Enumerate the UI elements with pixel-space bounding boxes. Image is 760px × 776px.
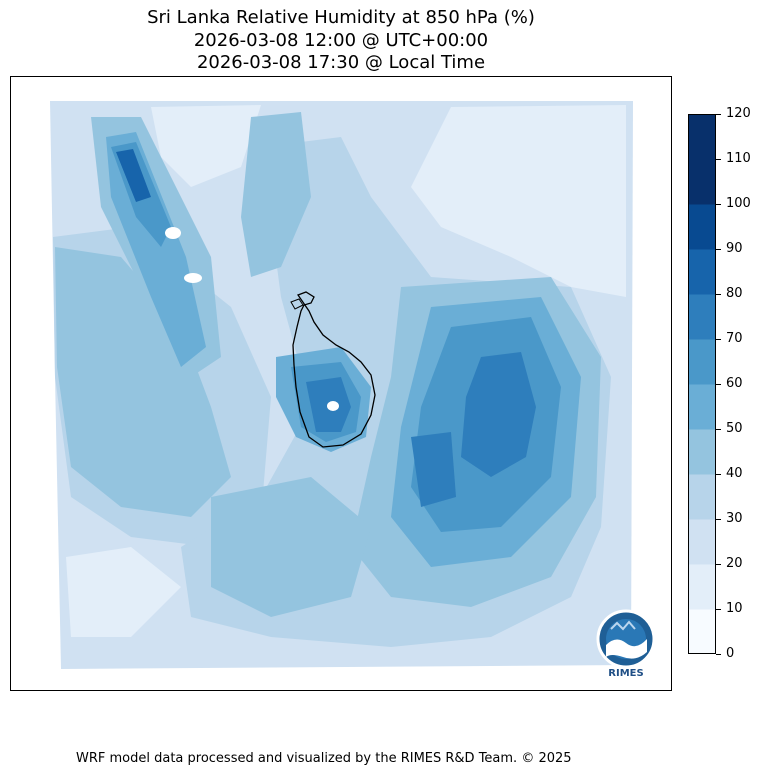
colorbar-tick-label: 40 [726, 466, 743, 481]
footer-credit: WRF model data processed and visualized … [76, 751, 572, 766]
no-data-patch-1 [165, 227, 181, 239]
colorbar-tick-label: 120 [726, 106, 751, 121]
colorbar-tick-mark [716, 384, 721, 385]
no-data-patch-3 [327, 401, 339, 411]
peak-north [116, 149, 151, 202]
colorbar-tick-mark [716, 609, 721, 610]
colorbar-segment [688, 519, 716, 565]
colorbar-tick-label: 30 [726, 511, 743, 526]
srilanka-coastline [292, 291, 376, 448]
colorbar-segment [688, 249, 716, 295]
colorbar-tick-label: 100 [726, 196, 751, 211]
colorbar-tick-label: 60 [726, 376, 743, 391]
colorbar-tick-mark [716, 159, 721, 160]
peak-south [411, 432, 456, 507]
colorbar-segment [688, 204, 716, 250]
colorbar-segment [688, 114, 716, 160]
dry-region-southwest [66, 547, 181, 637]
colorbar-segment [688, 384, 716, 430]
colorbar-segment [688, 609, 716, 654]
colorbar-tick-mark [716, 519, 721, 520]
humid-zone-south [211, 477, 371, 617]
colorbar-tick-label: 70 [726, 331, 743, 346]
colorbar-tick-label: 20 [726, 556, 743, 571]
dry-region-east [411, 105, 626, 297]
colorbar-tick-mark [716, 294, 721, 295]
colorbar-segment [688, 474, 716, 520]
humid-zone-west [55, 247, 231, 517]
colorbar-tick-label: 10 [726, 601, 743, 616]
colorbar-tick-mark [716, 339, 721, 340]
humidity-map: RIMES [50, 101, 656, 679]
title-line-3: 2026-03-08 17:30 @ Local Time [196, 52, 486, 73]
colorbar-tick-mark [716, 564, 721, 565]
colorbar-tick-label: 110 [726, 151, 751, 166]
colorbar-segment [688, 159, 716, 205]
humid-strip-northcentral [241, 112, 311, 277]
colorbar-tick-label: 80 [726, 286, 743, 301]
peak-southeast [461, 352, 536, 477]
rimes-logo: RIMES [596, 609, 656, 679]
colorbar-tick-mark [716, 429, 721, 430]
colorbar-gradient [688, 114, 716, 654]
colorbar-segment [688, 339, 716, 385]
title-line-1: Sri Lanka Relative Humidity at 850 hPa (… [147, 7, 535, 28]
svg-text:RIMES: RIMES [608, 668, 643, 679]
colorbar-tick-label: 0 [726, 646, 735, 661]
colorbar-tick-mark [716, 204, 721, 205]
jaffna-peninsula [290, 298, 304, 310]
colorbar-tick-mark [716, 114, 721, 115]
title-line-2: 2026-03-08 12:00 @ UTC+00:00 [193, 30, 489, 51]
colorbar-tick-mark [716, 474, 721, 475]
dry-region-north [151, 105, 261, 187]
colorbar-segment [688, 429, 716, 475]
colorbar-tick-mark [716, 249, 721, 250]
colorbar-tick-label: 50 [726, 421, 743, 436]
no-data-patch-2 [184, 273, 202, 283]
map-panel: RIMES [10, 76, 672, 691]
colorbar-tick-mark [716, 654, 721, 655]
colorbar-segment [688, 564, 716, 610]
colorbar-segment [688, 294, 716, 340]
colorbar-tick-label: 90 [726, 241, 743, 256]
